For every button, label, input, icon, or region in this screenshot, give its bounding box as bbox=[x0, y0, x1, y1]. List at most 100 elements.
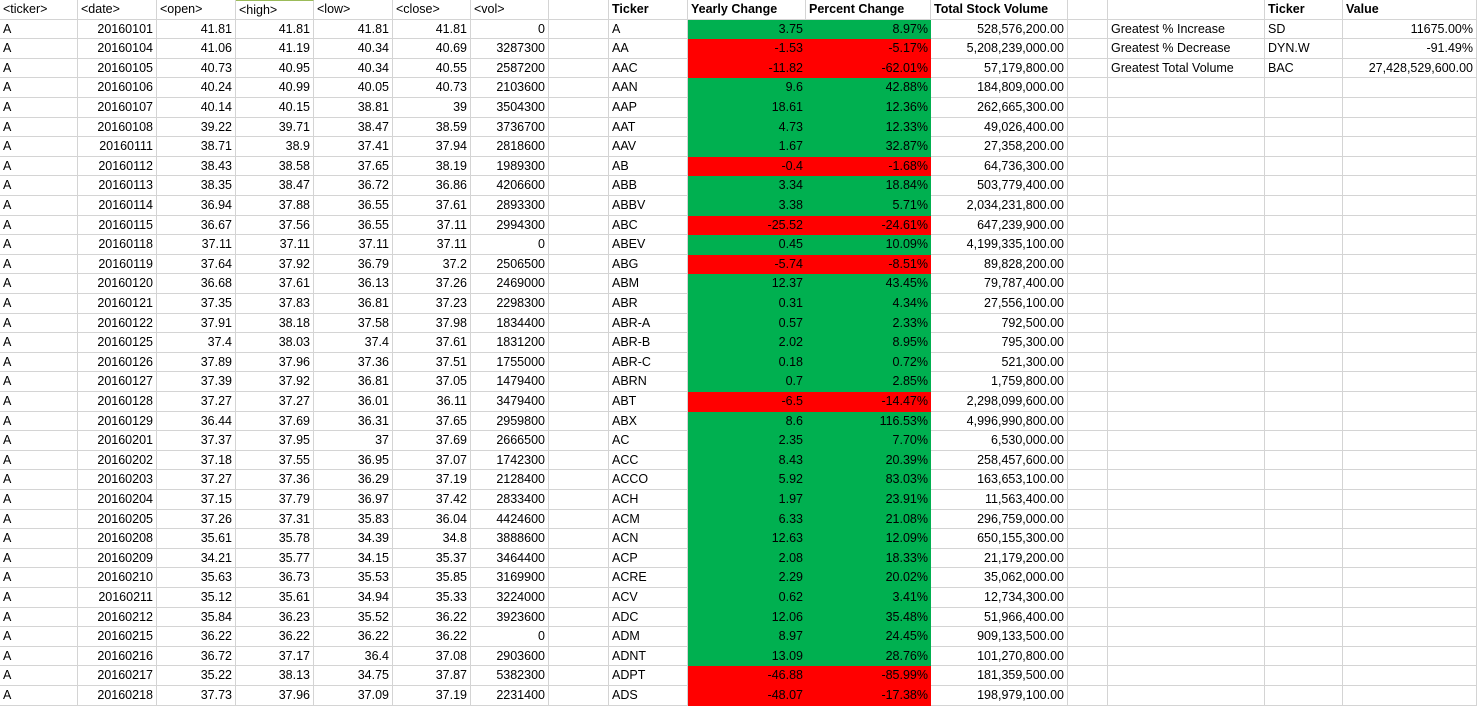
cell-greatest-value[interactable] bbox=[1343, 137, 1477, 157]
cell-percent-change[interactable]: 8.95% bbox=[806, 333, 931, 353]
cell-percent-change[interactable]: 42.88% bbox=[806, 78, 931, 98]
cell-ticker-summary[interactable]: ABR-A bbox=[609, 313, 688, 334]
cell-ticker-summary[interactable]: AAP bbox=[609, 98, 688, 118]
cell-ticker[interactable]: A bbox=[0, 666, 78, 686]
cell-greatest-ticker[interactable] bbox=[1265, 274, 1343, 294]
cell-open[interactable]: 35.22 bbox=[157, 666, 236, 686]
cell-ticker-summary[interactable]: ACN bbox=[609, 529, 688, 549]
cell-yearly-change[interactable]: 2.02 bbox=[688, 333, 806, 353]
cell-close[interactable]: 37.51 bbox=[393, 352, 471, 373]
cell-date[interactable]: 20160104 bbox=[78, 39, 157, 59]
cell-blank-2[interactable] bbox=[1068, 117, 1108, 138]
cell-high[interactable]: 37.27 bbox=[236, 392, 314, 412]
cell-greatest-label[interactable] bbox=[1108, 78, 1265, 98]
cell-yearly-change[interactable]: 18.61 bbox=[688, 98, 806, 118]
cell-high[interactable]: 39.71 bbox=[236, 117, 314, 138]
cell-vol[interactable]: 2893300 bbox=[471, 196, 549, 216]
cell-low[interactable]: 36.81 bbox=[314, 294, 393, 314]
cell-greatest-value[interactable] bbox=[1343, 98, 1477, 118]
header-blank-2[interactable] bbox=[1068, 0, 1108, 20]
cell-greatest-value[interactable] bbox=[1343, 254, 1477, 275]
cell-close[interactable]: 38.19 bbox=[393, 156, 471, 177]
cell-vol[interactable]: 4424600 bbox=[471, 509, 549, 530]
cell-vol[interactable]: 2903600 bbox=[471, 646, 549, 667]
cell-low[interactable]: 38.81 bbox=[314, 98, 393, 118]
cell-blank-2[interactable] bbox=[1068, 666, 1108, 686]
cell-vol[interactable]: 1989300 bbox=[471, 156, 549, 177]
cell-ticker-summary[interactable]: ABT bbox=[609, 392, 688, 412]
cell-high[interactable]: 38.13 bbox=[236, 666, 314, 686]
cell-greatest-label[interactable] bbox=[1108, 313, 1265, 334]
cell-total-stock-volume[interactable]: 163,653,100.00 bbox=[931, 470, 1068, 490]
cell-greatest-ticker[interactable]: SD bbox=[1265, 19, 1343, 40]
cell-ticker[interactable]: A bbox=[0, 98, 78, 118]
cell-blank-2[interactable] bbox=[1068, 470, 1108, 490]
cell-date[interactable]: 20160212 bbox=[78, 607, 157, 628]
cell-blank-1[interactable] bbox=[549, 392, 609, 412]
cell-yearly-change[interactable]: 12.06 bbox=[688, 607, 806, 628]
cell-ticker[interactable]: A bbox=[0, 117, 78, 138]
cell-close[interactable]: 37.07 bbox=[393, 450, 471, 471]
cell-greatest-ticker[interactable] bbox=[1265, 392, 1343, 412]
cell-close[interactable]: 39 bbox=[393, 98, 471, 118]
cell-vol[interactable]: 1479400 bbox=[471, 372, 549, 392]
cell-low[interactable]: 35.53 bbox=[314, 568, 393, 588]
cell-greatest-value[interactable] bbox=[1343, 470, 1477, 490]
cell-greatest-value[interactable] bbox=[1343, 156, 1477, 177]
cell-greatest-label[interactable] bbox=[1108, 470, 1265, 490]
cell-blank-2[interactable] bbox=[1068, 529, 1108, 549]
cell-high[interactable]: 37.88 bbox=[236, 196, 314, 216]
cell-total-stock-volume[interactable]: 521,300.00 bbox=[931, 352, 1068, 373]
cell-greatest-value[interactable] bbox=[1343, 196, 1477, 216]
cell-greatest-value[interactable] bbox=[1343, 235, 1477, 255]
cell-ticker-summary[interactable]: AAV bbox=[609, 137, 688, 157]
cell-blank-2[interactable] bbox=[1068, 431, 1108, 451]
cell-date[interactable]: 20160202 bbox=[78, 450, 157, 471]
cell-high[interactable]: 38.9 bbox=[236, 137, 314, 157]
cell-low[interactable]: 36.81 bbox=[314, 372, 393, 392]
cell-yearly-change[interactable]: 2.08 bbox=[688, 548, 806, 569]
cell-ticker[interactable]: A bbox=[0, 58, 78, 79]
cell-open[interactable]: 37.64 bbox=[157, 254, 236, 275]
cell-low[interactable]: 34.75 bbox=[314, 666, 393, 686]
cell-open[interactable]: 41.06 bbox=[157, 39, 236, 59]
cell-greatest-label[interactable] bbox=[1108, 548, 1265, 569]
header-ticker-summary[interactable]: Ticker bbox=[609, 0, 688, 20]
cell-blank-1[interactable] bbox=[549, 450, 609, 471]
cell-ticker[interactable]: A bbox=[0, 78, 78, 98]
cell-blank-1[interactable] bbox=[549, 117, 609, 138]
cell-low[interactable]: 34.39 bbox=[314, 529, 393, 549]
cell-greatest-value[interactable] bbox=[1343, 176, 1477, 196]
cell-greatest-ticker[interactable] bbox=[1265, 333, 1343, 353]
cell-ticker[interactable]: A bbox=[0, 294, 78, 314]
cell-blank-2[interactable] bbox=[1068, 39, 1108, 59]
cell-greatest-label[interactable]: Greatest % Decrease bbox=[1108, 39, 1265, 59]
cell-greatest-ticker[interactable] bbox=[1265, 470, 1343, 490]
cell-yearly-change[interactable]: 0.62 bbox=[688, 588, 806, 608]
cell-yearly-change[interactable]: -46.88 bbox=[688, 666, 806, 686]
cell-ticker-summary[interactable]: ADNT bbox=[609, 646, 688, 667]
cell-blank-2[interactable] bbox=[1068, 156, 1108, 177]
cell-yearly-change[interactable]: 6.33 bbox=[688, 509, 806, 530]
cell-close[interactable]: 37.87 bbox=[393, 666, 471, 686]
cell-ticker[interactable]: A bbox=[0, 196, 78, 216]
cell-blank-2[interactable] bbox=[1068, 646, 1108, 667]
cell-blank-1[interactable] bbox=[549, 58, 609, 79]
cell-greatest-label[interactable]: Greatest % Increase bbox=[1108, 19, 1265, 40]
cell-greatest-value[interactable] bbox=[1343, 313, 1477, 334]
cell-percent-change[interactable]: -8.51% bbox=[806, 254, 931, 275]
cell-greatest-ticker[interactable] bbox=[1265, 78, 1343, 98]
cell-blank-1[interactable] bbox=[549, 470, 609, 490]
cell-greatest-label[interactable] bbox=[1108, 196, 1265, 216]
cell-ticker[interactable]: A bbox=[0, 509, 78, 530]
cell-greatest-ticker[interactable] bbox=[1265, 588, 1343, 608]
cell-greatest-ticker[interactable] bbox=[1265, 686, 1343, 706]
cell-high[interactable]: 40.15 bbox=[236, 98, 314, 118]
header-yearly-change[interactable]: Yearly Change bbox=[688, 0, 806, 20]
cell-yearly-change[interactable]: 3.34 bbox=[688, 176, 806, 196]
cell-open[interactable]: 40.24 bbox=[157, 78, 236, 98]
cell-greatest-value[interactable] bbox=[1343, 431, 1477, 451]
cell-high[interactable]: 38.58 bbox=[236, 156, 314, 177]
cell-low[interactable]: 37.09 bbox=[314, 686, 393, 706]
cell-yearly-change[interactable]: 5.92 bbox=[688, 470, 806, 490]
